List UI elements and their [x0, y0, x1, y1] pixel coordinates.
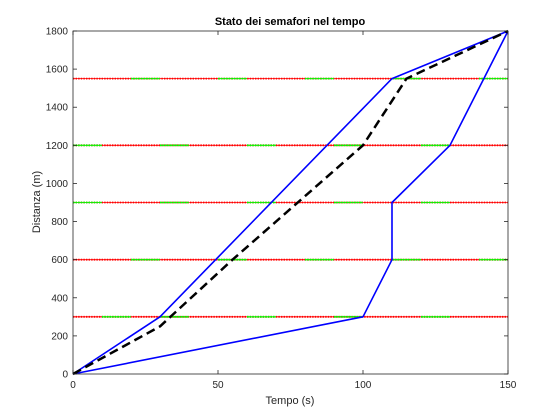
axes-box: [72, 30, 509, 375]
x-axis-label: Tempo (s): [266, 395, 315, 407]
x-tick-label: 100: [355, 380, 372, 391]
x-axis: 0 50 100 150: [70, 31, 517, 391]
y-tick-label: 200: [51, 331, 68, 342]
trajectories: [72, 29, 509, 376]
traffic-lights: [73, 77, 508, 318]
trajectory-1: [72, 30, 509, 375]
y-tick-label: 1400: [46, 103, 69, 114]
x-tick-label: 150: [500, 380, 517, 391]
y-tick-label: 1000: [46, 179, 69, 190]
y-tick-label: 1200: [46, 141, 69, 152]
y-tick-label: 400: [51, 293, 68, 304]
trajectory-dashed-2: [72, 29, 509, 376]
y-axis-label: Distanza (m): [31, 171, 43, 233]
y-tick-label: 800: [51, 217, 68, 228]
chart-title: Stato dei semafori nel tempo: [215, 16, 366, 28]
y-axis: 0 200 400 600 800 1000 1200 1400 1600 1800: [46, 27, 508, 381]
y-tick-label: 1800: [46, 27, 69, 38]
y-tick-label: 1600: [46, 65, 69, 76]
y-tick-label: 600: [51, 255, 68, 266]
x-tick-label: 50: [212, 380, 224, 391]
x-tick-label: 0: [70, 380, 76, 391]
y-tick-label: 0: [62, 370, 68, 381]
trajectory-0: [72, 30, 509, 375]
